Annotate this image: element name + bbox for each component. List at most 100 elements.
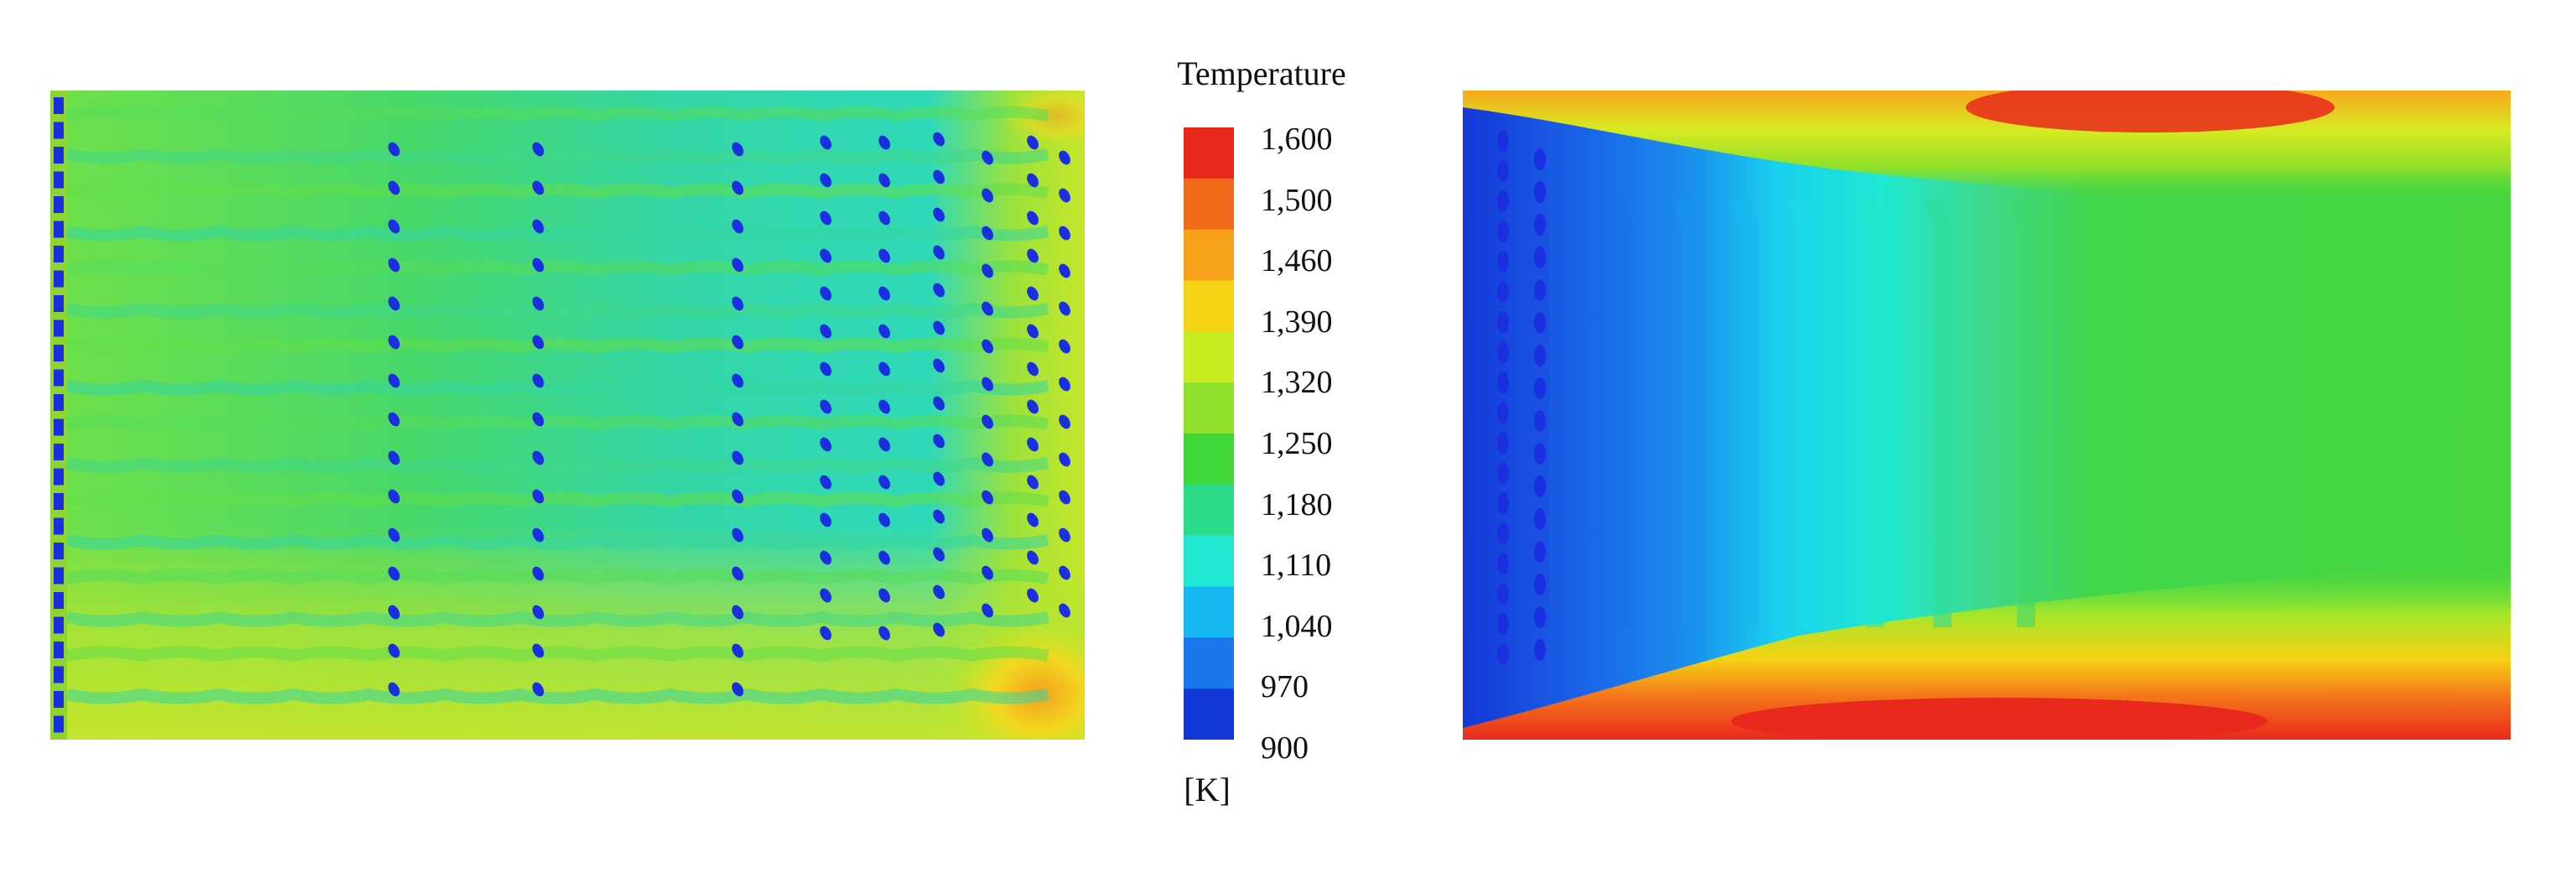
right-contour-bands — [1521, 195, 2035, 627]
cooling-hole — [982, 301, 993, 316]
contour-band — [65, 225, 1050, 242]
cooling-hole — [1534, 181, 1546, 203]
cooling-hole — [933, 471, 945, 486]
cooling-hole — [732, 296, 744, 311]
colorbar-tick-label: 1,600 — [1261, 122, 1333, 157]
inlet-hole — [54, 295, 64, 312]
cooling-hole — [982, 414, 993, 429]
cooling-hole — [388, 643, 400, 658]
cooling-hole — [982, 339, 993, 354]
cooling-hole — [1534, 541, 1546, 563]
cooling-hole — [933, 509, 945, 524]
cooling-hole — [388, 527, 400, 543]
colorbar-band — [1184, 382, 1234, 434]
cooling-hole — [532, 605, 544, 620]
left-field-bottom-warm-zone — [50, 527, 1085, 740]
cooling-hole — [732, 643, 744, 658]
cooling-hole — [532, 180, 544, 195]
contour-band — [65, 148, 1050, 164]
cooling-hole — [1497, 281, 1509, 303]
cooling-hole — [1497, 522, 1509, 544]
colorbar-band — [1184, 331, 1234, 383]
colorbar-tick-label: 1,110 — [1261, 548, 1332, 584]
inlet-hole — [54, 715, 64, 733]
cooling-hole — [1534, 508, 1546, 530]
cooling-hole — [732, 682, 744, 697]
cooling-hole — [879, 324, 890, 339]
cooling-hole — [933, 434, 945, 449]
cooling-hole — [879, 173, 890, 188]
inlet-hole — [54, 394, 64, 411]
contour-band — [65, 569, 1050, 585]
cooling-hole — [1059, 263, 1070, 278]
right-cooling-holes — [1497, 130, 1546, 665]
colorbar-tick-label: 1,390 — [1261, 304, 1333, 340]
cooling-hole — [1027, 324, 1039, 339]
cooling-hole — [879, 286, 890, 301]
colorbar-band — [1184, 434, 1234, 486]
cooling-hole — [1534, 410, 1546, 432]
cooling-hole — [388, 566, 400, 581]
cooling-hole — [1027, 475, 1039, 490]
cooling-hole — [933, 132, 945, 147]
cooling-hole — [879, 588, 890, 603]
cooling-hole — [820, 512, 832, 527]
cooling-hole — [1497, 462, 1509, 484]
cooling-hole — [879, 361, 890, 377]
cooling-hole — [1497, 190, 1509, 212]
cooling-hole — [732, 450, 744, 465]
cooling-hole — [933, 320, 945, 335]
temperature-field-right — [1463, 91, 2511, 740]
inlet-hole — [54, 642, 64, 658]
cooling-hole — [1534, 214, 1546, 236]
cooling-hole — [388, 180, 400, 195]
inlet-hole — [54, 221, 64, 238]
inlet-hole — [54, 196, 64, 213]
contour-band — [65, 260, 1050, 277]
colorbar-band — [1184, 280, 1234, 332]
cooling-hole — [879, 512, 890, 527]
cooling-hole — [1059, 414, 1070, 429]
cooling-hole — [1497, 553, 1509, 574]
cooling-hole — [1534, 312, 1546, 334]
contour-front — [1604, 195, 1633, 627]
cooling-hole — [1534, 606, 1546, 628]
inlet-hole — [54, 616, 64, 634]
cooling-hole — [820, 475, 832, 490]
cooling-hole — [982, 565, 993, 580]
contour-band — [65, 106, 1050, 122]
cooling-hole — [820, 135, 832, 150]
cooling-hole — [532, 450, 544, 465]
inlet-hole — [54, 147, 64, 164]
colorbar-tick-label: 1,180 — [1261, 486, 1333, 522]
cooling-hole — [1059, 301, 1070, 316]
cooling-hole — [879, 135, 890, 150]
cooling-hole — [820, 248, 832, 263]
cooling-hole — [879, 626, 890, 641]
cooling-hole — [820, 588, 832, 603]
contour-front — [1923, 195, 1951, 627]
cooling-hole — [1059, 527, 1070, 543]
cooling-hole — [1497, 160, 1509, 182]
cooling-hole — [879, 475, 890, 490]
cooling-hole — [1497, 402, 1509, 424]
cooling-hole — [933, 169, 945, 184]
cooling-hole — [820, 210, 832, 226]
cooling-hole — [388, 373, 400, 388]
inlet-hole — [54, 122, 64, 139]
cooling-hole — [933, 396, 945, 411]
inlet-hole — [54, 171, 64, 189]
cooling-hole — [982, 263, 993, 278]
colorbar-tick-label: 1,460 — [1261, 243, 1333, 279]
cooling-hole — [820, 399, 832, 414]
cooling-hole — [532, 682, 544, 697]
cooling-hole — [532, 219, 544, 234]
right-hot-core-top — [1966, 91, 2335, 133]
cooling-hole — [1059, 603, 1070, 618]
cooling-hole — [732, 527, 744, 543]
cooling-hole — [532, 373, 544, 388]
inlet-hole — [54, 345, 64, 361]
colorbar-unit: [K] — [1184, 771, 1231, 808]
cooling-hole — [732, 219, 744, 234]
cooling-hole — [1027, 361, 1039, 377]
